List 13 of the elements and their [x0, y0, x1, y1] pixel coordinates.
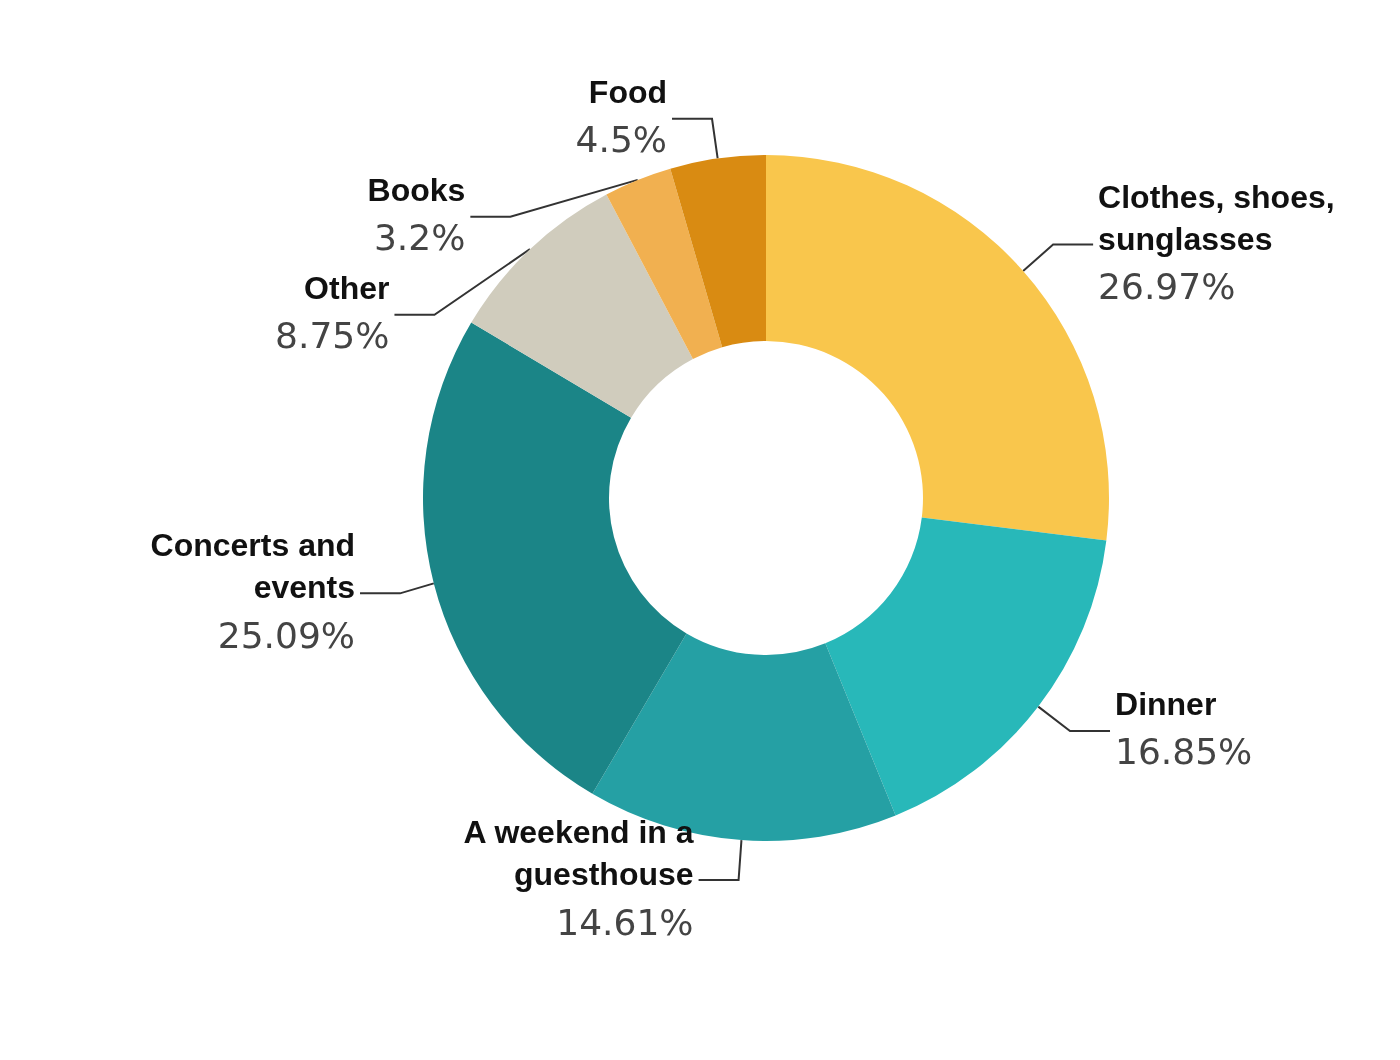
data-label: 14.61% [556, 901, 694, 943]
slice-label: Other [304, 269, 390, 306]
data-label: 3.2% [373, 217, 466, 259]
slice-label: Clothes, shoes, sunglasses [1098, 178, 1335, 257]
data-label: 4.5% [575, 119, 668, 161]
slice-label: Books [367, 171, 466, 208]
slice-label: Food [588, 73, 668, 110]
data-label: 8.75% [275, 315, 390, 357]
data-label: 26.97% [1098, 266, 1236, 308]
data-label: 25.09% [217, 614, 356, 656]
slice-label: Concerts and events [150, 527, 356, 606]
slice-label: Dinner [1115, 685, 1217, 722]
data-label: 16.85% [1115, 731, 1253, 773]
